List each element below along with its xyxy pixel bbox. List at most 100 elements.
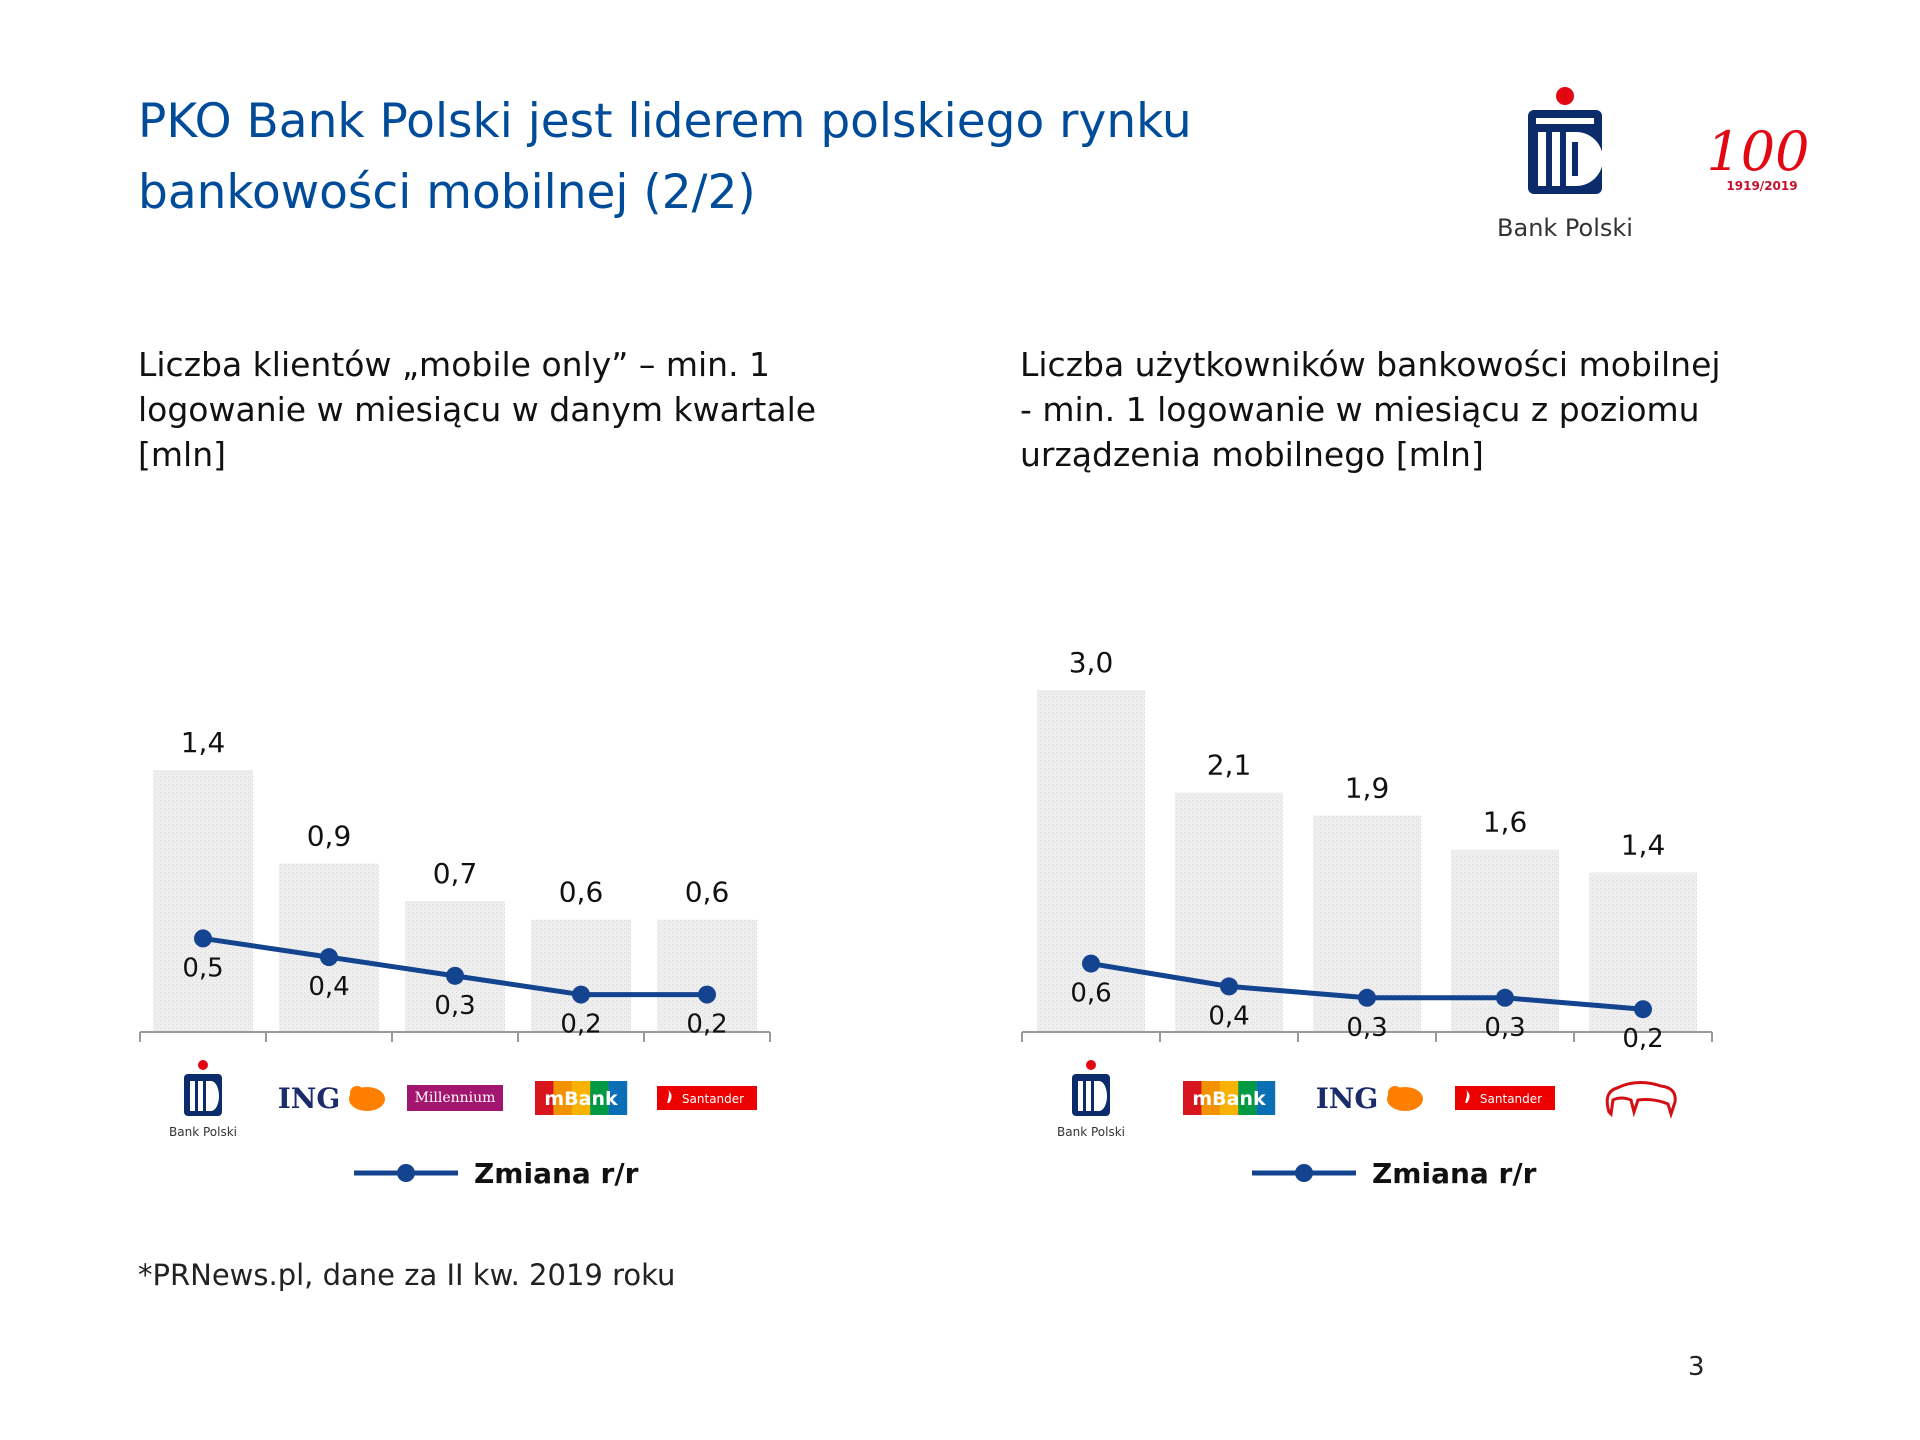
pekao-bison-icon (1605, 1081, 1677, 1119)
footnote: *PRNews.pl, dane za II kw. 2019 roku (138, 1258, 676, 1292)
pko-logo-label: Bank Polski (169, 1125, 237, 1139)
category-logo-ing-logo: ING (278, 1082, 385, 1115)
santander-box-icon (1455, 1086, 1555, 1110)
mbank-logo-label: mBank (544, 1088, 618, 1110)
mbank-stripe-icon (1201, 1081, 1220, 1115)
chart-left-title: Liczba klientów „mobile only” – min. 1 l… (138, 345, 817, 474)
category-logo-mbank-logo: mBank (1183, 1081, 1276, 1115)
legend: Zmiana r/r (354, 1157, 639, 1190)
series-point (446, 966, 464, 985)
mbank-stripe-icon (608, 1081, 628, 1115)
series-value-label: 0,5 (182, 953, 223, 983)
series-value-label: 0,3 (434, 991, 475, 1021)
legend: Zmiana r/r (1252, 1157, 1537, 1190)
mbank-stripe-icon (1183, 1081, 1202, 1115)
legend-marker-icon (397, 1164, 415, 1182)
category-logo-santander-logo: Santander (1455, 1086, 1555, 1110)
ing-lion-icon (350, 1086, 364, 1100)
santander-logo-label: Santander (1480, 1092, 1542, 1106)
series-point (1496, 988, 1514, 1007)
bar-value-label: 1,9 (1345, 771, 1390, 804)
bar-value-label: 0,9 (307, 820, 352, 853)
mbank-stripe-icon (1219, 1081, 1239, 1115)
pko-letter-icon (1094, 1081, 1107, 1111)
page-title: PKO Bank Polski jest liderem polskiego r… (138, 94, 1192, 220)
series-value-label: 0,3 (1484, 1013, 1525, 1043)
series-value-label: 0,4 (1208, 1001, 1249, 1031)
category-logo-santander-logo: Santander (657, 1086, 757, 1110)
bar-value-label: 1,4 (181, 726, 226, 759)
bar-value-label: 0,7 (433, 857, 478, 890)
legend-label: Zmiana r/r (1372, 1157, 1537, 1190)
pko-letter-icon (1078, 1081, 1083, 1111)
bar-value-label: 1,6 (1483, 806, 1528, 839)
mbank-stripe-icon (1238, 1081, 1257, 1115)
category-logo-pko-logo: Bank Polski (169, 1060, 237, 1139)
series-value-label: 0,2 (560, 1010, 601, 1040)
series-point (1220, 977, 1238, 996)
category-logo-pko-logo: Bank Polski (1057, 1060, 1125, 1139)
santander-logo-label: Santander (682, 1092, 744, 1106)
pko-logo (1528, 87, 1603, 194)
series-point (1082, 954, 1100, 973)
ing-logo-label: ING (278, 1082, 341, 1115)
category-logo-millennium-logo: Millennium (407, 1085, 503, 1111)
series-value-label: 0,6 (1070, 979, 1111, 1009)
chart-left: 1,4 0,9 0,7 0,6 0,6 0,5 0,4 0,3 0,2 0,2 Bank Polsk… (139, 726, 771, 1190)
bar (531, 919, 631, 1032)
santander-flame-icon (1465, 1089, 1470, 1103)
series-value-label: 0,2 (1622, 1024, 1663, 1054)
series-value-label: 0,3 (1346, 1013, 1387, 1043)
series-value-label: 0,2 (686, 1010, 727, 1040)
millennium-logo-label: Millennium (415, 1090, 496, 1106)
series-value-label: 0,4 (308, 972, 349, 1002)
series-point (320, 948, 338, 967)
series-point (698, 985, 716, 1004)
bar (657, 919, 757, 1032)
mbank-stripe-icon (590, 1081, 609, 1115)
bar-value-label: 0,6 (685, 876, 730, 909)
bar-value-label: 3,0 (1069, 646, 1114, 679)
pko-letter-icon (198, 1081, 203, 1111)
bar-value-label: 0,6 (559, 876, 604, 909)
bar (153, 770, 253, 1032)
chart-right: 3,0 2,1 1,9 1,6 1,4 0,6 0,4 0,3 0,3 0,2 Bank Polsk… (1021, 646, 1713, 1190)
santander-flame-icon (667, 1089, 672, 1103)
category-logo-pekao-logo (1605, 1081, 1677, 1119)
anniversary-mark: 100 (1706, 120, 1809, 183)
chart-right-title: Liczba użytkowników bankowości mobilnej … (1020, 345, 1721, 474)
pko-letter-icon (190, 1081, 195, 1111)
series-point (572, 985, 590, 1004)
bar (1175, 792, 1283, 1032)
mbank-stripe-icon (535, 1081, 554, 1115)
mbank-stripe-icon (1256, 1081, 1276, 1115)
bar (1037, 690, 1145, 1032)
bar (405, 901, 505, 1032)
pko-dot-icon (1086, 1060, 1096, 1070)
bar-value-label: 1,4 (1621, 828, 1666, 861)
ing-lion-icon (1388, 1086, 1402, 1100)
mbank-stripe-icon (553, 1081, 572, 1115)
page-number: 3 (1688, 1352, 1705, 1382)
ing-logo-label: ING (1316, 1082, 1379, 1115)
pko-letter-icon (1086, 1081, 1091, 1111)
series-point (1358, 988, 1376, 1007)
millennium-box-icon (407, 1085, 503, 1111)
pko-dot-icon (198, 1060, 208, 1070)
category-logo-mbank-logo: mBank (535, 1081, 628, 1115)
bar-value-label: 2,1 (1207, 749, 1252, 782)
mbank-logo-label: mBank (1192, 1088, 1266, 1110)
mbank-stripe-icon (571, 1081, 591, 1115)
pko-logo-label: Bank Polski (1057, 1125, 1125, 1139)
pko-letter-icon (206, 1081, 219, 1111)
legend-label: Zmiana r/r (474, 1157, 639, 1190)
legend-marker-icon (1295, 1164, 1313, 1182)
santander-box-icon (657, 1086, 757, 1110)
category-logo-ing-logo: ING (1316, 1082, 1423, 1115)
anniversary-years: 1919/2019 (1726, 179, 1797, 193)
series-point (194, 929, 212, 948)
bar (279, 863, 379, 1032)
anniversary-logo: 100 1919/2019 (1706, 120, 1809, 193)
series-point (1634, 1000, 1652, 1019)
